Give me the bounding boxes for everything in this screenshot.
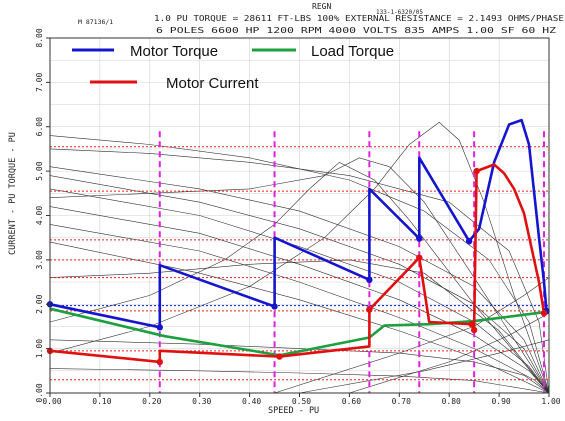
x-tick-label: 0.30	[192, 397, 211, 406]
y-tick-label: 7.00	[35, 73, 44, 92]
motor-current-line	[49, 163, 546, 364]
legend-motor-current-label: Motor Current	[166, 75, 259, 92]
y-tick-label: 0.00	[35, 383, 44, 402]
series-layer	[46, 118, 550, 366]
motor-current-point	[366, 306, 373, 313]
background-characteristic-curves	[49, 121, 550, 394]
motor-torque-point	[271, 303, 278, 310]
header-line2: 6 POLES 6600 HP 1200 RPM 4000 VOLTS 835 …	[156, 25, 556, 35]
y-tick-label: 4.00	[35, 206, 44, 225]
x-axis-label: SPEED - PU	[268, 406, 319, 416]
motor-torque-point	[156, 324, 163, 331]
x-tick-label: 1.00	[541, 397, 560, 406]
header-line1: 1.0 PU TORQUE = 28611 FT-LBS 100% EXTERN…	[154, 13, 564, 23]
motor-torque-line	[49, 118, 548, 329]
axes: 0.00 0.10 0.20 0.30 0.40 0.50 0.60 0.70 0.80 0.90…	[35, 28, 561, 406]
background-curve	[49, 241, 550, 394]
motor-current-point	[468, 321, 475, 328]
y-axis-label: CURRENT - PU TORQUE - PU	[8, 132, 18, 255]
motor-torque-point	[465, 238, 473, 245]
background-curve	[349, 312, 550, 394]
header-line2-left: M 87136/1	[78, 18, 113, 26]
y-tick-label: 3.00	[35, 250, 44, 269]
background-curve	[49, 259, 550, 394]
legend-load-torque-label: Load Torque	[311, 43, 394, 60]
background-curve	[49, 148, 550, 394]
y-tick-label: 2.00	[35, 294, 44, 313]
y-tick-label: 6.00	[35, 117, 44, 136]
background-curve	[49, 157, 550, 394]
background-curve	[299, 339, 550, 394]
motor-torque-point	[366, 276, 373, 284]
x-tick-label: 0.90	[491, 397, 510, 406]
x-tick-label: 0.20	[142, 397, 161, 406]
background-curve	[49, 166, 550, 394]
y-tick-label: 1.00	[35, 339, 44, 358]
motor-current-point	[276, 353, 283, 360]
y-tick-label: 8.00	[35, 28, 44, 47]
motor-current-point	[416, 254, 423, 261]
x-tick-label: 0.10	[92, 397, 111, 406]
legend: Motor Torque Load Torque Motor Current	[72, 43, 394, 92]
x-tick-label: 0.40	[242, 397, 261, 406]
motor-current-point	[156, 358, 163, 366]
background-curve	[49, 121, 550, 394]
motor-current-point	[473, 167, 480, 175]
x-tick-label: 0.50	[292, 397, 311, 406]
x-tick-label: 0.60	[342, 397, 361, 406]
x-tick-label: 0.80	[442, 397, 461, 406]
x-tick-label: 0.00	[42, 397, 61, 406]
load-torque-line	[49, 307, 545, 357]
y-tick-label: 5.00	[35, 161, 44, 180]
background-curve	[49, 206, 550, 394]
motor-torque-point	[416, 235, 423, 242]
background-curve	[49, 188, 550, 394]
background-curve	[49, 368, 550, 394]
motor-current-point	[470, 326, 478, 334]
motor-current-point	[540, 309, 548, 317]
header-rev: REGN	[312, 2, 331, 11]
background-curve	[49, 175, 550, 394]
header-code: 133-1-6320/05	[376, 9, 423, 16]
legend-motor-torque-label: Motor Torque	[130, 43, 218, 60]
x-tick-label: 0.70	[392, 397, 411, 406]
